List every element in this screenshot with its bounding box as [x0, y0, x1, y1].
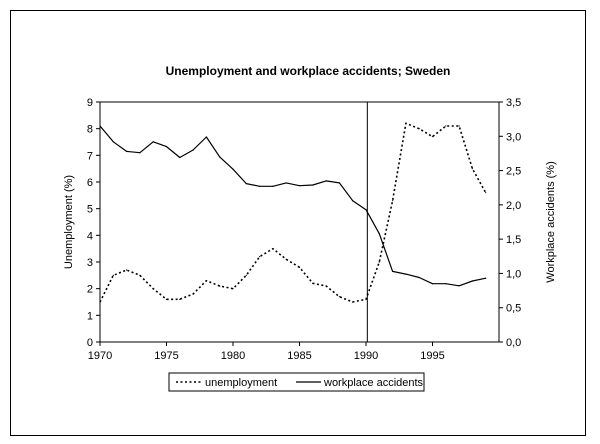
- data-point-workplace-accidents: [352, 200, 354, 202]
- data-point-unemployment: [312, 282, 314, 284]
- data-point-workplace-accidents: [232, 168, 234, 170]
- legend-label-unemployment: unemployment: [205, 377, 277, 389]
- y-axis-label: Unemployment (%): [63, 175, 75, 269]
- x-tick-label: 1985: [287, 350, 311, 362]
- plot-border: [99, 101, 500, 343]
- y2-tick-label: 1,5: [506, 234, 521, 246]
- legend: unemployment workplace accidents: [168, 372, 425, 392]
- plot-area: 0 1 2 3 4 5 6 7 8 9 0,0 0,5 1,0 1,5 2,0 2,5 3,0 3,5 1970 19…: [87, 97, 521, 362]
- data-point-unemployment: [179, 298, 181, 300]
- y2-axis-label: Workplace accidents (%): [545, 161, 557, 282]
- data-point-workplace-accidents: [338, 182, 340, 184]
- data-point-workplace-accidents: [179, 156, 181, 159]
- data-point-workplace-accidents: [392, 270, 394, 272]
- data-point-workplace-accidents: [205, 136, 207, 138]
- data-point-unemployment: [378, 261, 380, 263]
- data-point-unemployment: [298, 266, 301, 268]
- y-tick-label: 3: [87, 257, 93, 269]
- data-point-unemployment: [471, 168, 473, 170]
- data-point-workplace-accidents: [99, 125, 101, 127]
- data-point-unemployment: [139, 274, 141, 276]
- data-point-unemployment: [392, 200, 394, 202]
- data-point-workplace-accidents: [219, 156, 221, 158]
- chart-frame: Unemployment and workplace accidents; Sw…: [10, 10, 586, 436]
- data-point-unemployment: [272, 248, 274, 250]
- data-point-unemployment: [126, 269, 128, 271]
- data-point-workplace-accidents: [139, 152, 141, 154]
- data-point-unemployment: [259, 256, 261, 258]
- y2-tick-label: 0,0: [506, 337, 521, 349]
- data-point-workplace-accidents: [405, 273, 407, 275]
- x-tick-label: 1975: [154, 350, 178, 362]
- data-point-workplace-accidents: [458, 285, 460, 287]
- data-point-unemployment: [219, 285, 221, 287]
- series-line-unemployment: [99, 122, 487, 303]
- data-point-unemployment: [245, 274, 247, 276]
- data-point-workplace-accidents: [272, 185, 274, 187]
- data-point-unemployment: [352, 301, 354, 303]
- data-point-workplace-accidents: [285, 182, 287, 184]
- chart-title: Unemployment and workplace accidents; Sw…: [166, 64, 451, 78]
- data-point-workplace-accidents: [431, 283, 434, 285]
- data-point-workplace-accidents: [192, 149, 194, 151]
- legend-label-workplace-accidents: workplace accidents: [323, 377, 424, 389]
- data-point-unemployment: [458, 125, 460, 127]
- series-line-workplace-accidents: [99, 125, 486, 287]
- y-tick-label: 9: [87, 97, 93, 109]
- data-point-workplace-accidents: [445, 283, 447, 285]
- chart-svg: Unemployment and workplace accidents; Sw…: [63, 64, 557, 392]
- y-tick-label: 6: [87, 177, 93, 189]
- data-point-workplace-accidents: [365, 209, 367, 211]
- y-tick-label: 1: [87, 310, 93, 322]
- data-point-unemployment: [338, 296, 340, 298]
- data-point-unemployment: [232, 288, 234, 290]
- data-point-workplace-accidents: [126, 150, 128, 152]
- data-point-workplace-accidents: [378, 233, 380, 235]
- data-point-unemployment: [205, 280, 207, 282]
- x-tick-label: 1980: [221, 350, 245, 362]
- x-tick-label: 1970: [88, 350, 112, 362]
- data-point-unemployment: [152, 288, 154, 290]
- data-point-workplace-accidents: [112, 141, 114, 143]
- data-point-unemployment: [485, 192, 487, 194]
- y-tick-label: 4: [87, 230, 93, 242]
- y-tick-label: 5: [87, 204, 93, 216]
- data-point-unemployment: [99, 301, 101, 303]
- data-point-workplace-accidents: [325, 180, 327, 182]
- data-point-unemployment: [112, 274, 114, 276]
- y2-tick-label: 3,0: [506, 131, 521, 143]
- y2-tick-label: 1,0: [506, 268, 521, 280]
- data-point-workplace-accidents: [259, 185, 261, 187]
- x-tick-label: 1995: [420, 350, 444, 362]
- data-point-unemployment: [285, 258, 287, 260]
- data-point-unemployment: [192, 293, 194, 295]
- data-point-workplace-accidents: [152, 141, 154, 143]
- x-tick-label: 1990: [354, 350, 378, 362]
- y2-tick-label: 3,5: [506, 97, 521, 109]
- data-point-unemployment: [325, 285, 327, 287]
- y2-tick-label: 2,5: [506, 166, 521, 178]
- data-point-unemployment: [405, 122, 407, 124]
- data-point-workplace-accidents: [298, 185, 301, 187]
- y2-tick-label: 0,5: [506, 303, 521, 315]
- data-point-workplace-accidents: [245, 183, 247, 185]
- data-point-unemployment: [445, 125, 447, 127]
- y-tick-label: 7: [87, 150, 93, 162]
- data-point-workplace-accidents: [312, 184, 314, 186]
- data-point-workplace-accidents: [418, 276, 420, 279]
- data-point-workplace-accidents: [471, 280, 473, 282]
- y2-tick-label: 2,0: [506, 200, 521, 212]
- data-point-unemployment: [165, 298, 168, 300]
- data-point-unemployment: [418, 128, 420, 130]
- y-tick-label: 8: [87, 124, 93, 136]
- y-tick-label: 0: [87, 337, 93, 349]
- data-point-workplace-accidents: [485, 277, 487, 279]
- data-point-unemployment: [431, 136, 434, 138]
- data-point-workplace-accidents: [165, 145, 168, 148]
- data-point-unemployment: [365, 298, 367, 300]
- y-tick-label: 2: [87, 284, 93, 296]
